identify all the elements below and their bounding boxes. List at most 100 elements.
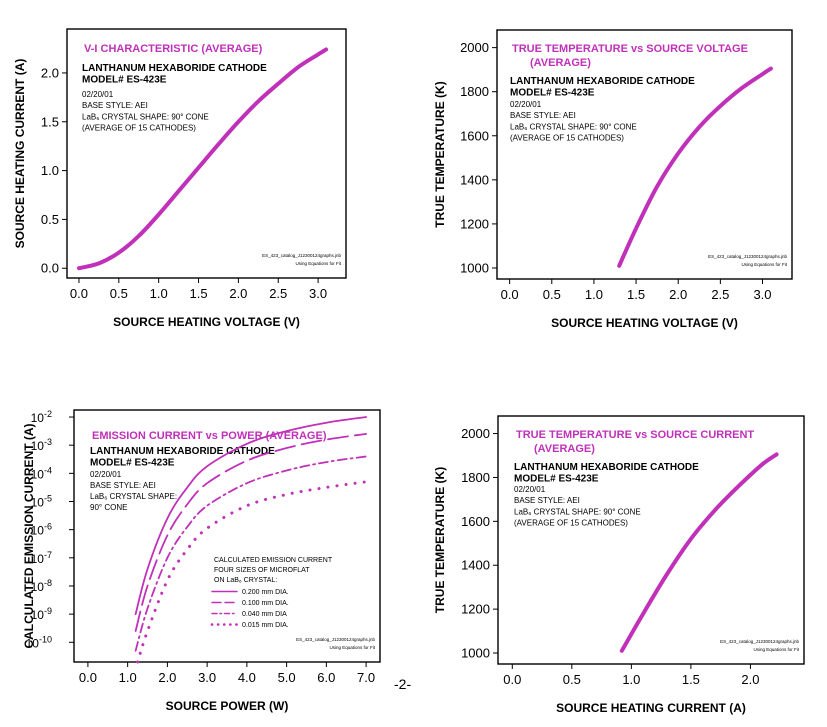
- x-tick-label: 6.0: [317, 670, 335, 685]
- x-tick-label: 1.0: [585, 287, 603, 302]
- plot-frame: [66, 28, 347, 279]
- x-tick-label: 3.0: [198, 670, 216, 685]
- chart-info-line: (AVERAGE OF 15 CATHODES): [514, 519, 628, 528]
- legend-header: ON LaB₆ CRYSTAL:: [214, 577, 277, 584]
- chart-subtitle: MODEL# ES-423E: [510, 88, 595, 99]
- x-tick-label: 1.5: [189, 286, 207, 301]
- series-line-1: [134, 416, 367, 615]
- y-tick-label: 1800: [461, 470, 490, 485]
- chart-subtitle: LANTHANUM HEXABORIDE CATHODE: [514, 462, 699, 473]
- x-axis-label: SOURCE POWER (W): [166, 699, 289, 713]
- page-number: -2-: [394, 676, 412, 692]
- chart-info-line: BASE STYLE: AEI: [514, 496, 580, 505]
- chart-info-line: 90° CONE: [90, 503, 127, 512]
- y-tick-label: 1000: [460, 260, 489, 275]
- vi-characteristic-chart: 0.0 0.5 1.0 1.5 2.0 2.5 3.0 0.0 0.5 1.0 1.5 2.0 SOUR…: [13, 28, 347, 329]
- chart-info-line: LaB₆ CRYSTAL SHAPE: 90° CONE: [510, 122, 637, 131]
- chart-footnote: ES_423_catalog_J12300124graphs.jnb: [720, 639, 799, 644]
- y-tick-label: 0.5: [41, 212, 59, 227]
- x-tick-label: 5.0: [278, 670, 296, 685]
- chart-title: EMISSION CURRENT vs POWER (AVERAGE): [92, 430, 327, 442]
- chart-info-line: 02/20/01: [82, 90, 114, 99]
- chart-info-line: BASE STYLE: AEI: [510, 111, 576, 120]
- x-tick-label: 0.5: [110, 286, 128, 301]
- chart-footnote: Using Equations for Fit: [741, 262, 787, 267]
- chart-footnote: Using Equations for Fit: [753, 647, 799, 652]
- y-tick-label: 0.0: [41, 261, 59, 276]
- chart-footnote: Using Equations for Fit: [329, 645, 375, 650]
- x-tick-label: 2.0: [229, 286, 247, 301]
- chart-title: TRUE TEMPERATURE vs SOURCE CURRENT: [516, 429, 754, 441]
- chart-subtitle: MODEL# ES-423E: [90, 458, 175, 469]
- y-tick-label: 1400: [460, 172, 489, 187]
- x-tick-label: 0.5: [543, 287, 561, 302]
- chart-title-line2: (AVERAGE): [534, 443, 595, 455]
- x-tick-label: 1.0: [150, 286, 168, 301]
- chart-info-line: LaB₆ CRYSTAL SHAPE:: [90, 492, 177, 501]
- x-axis-label: SOURCE HEATING CURRENT (A): [556, 701, 746, 715]
- chart-subtitle: MODEL# ES-423E: [82, 75, 167, 86]
- x-tick-label: 4.0: [238, 670, 256, 685]
- legend-entry: 0.040 mm DIA: [242, 611, 287, 618]
- y-tick-label: 2000: [460, 40, 489, 55]
- temperature-vs-current-chart: 0.0 0.5 1.0 1.5 2.0 1000 1200 1400 1600 1800 2000 S…: [433, 415, 805, 715]
- x-tick-label: 2.0: [158, 670, 176, 685]
- x-tick-label: 2.0: [741, 672, 759, 687]
- x-tick-label: 2.5: [711, 287, 729, 302]
- y-tick-label: 2.0: [41, 65, 59, 80]
- y-tick-label: 1.0: [41, 163, 59, 178]
- legend-header: CALCULATED EMISSION CURRENT: [214, 557, 333, 564]
- series-line-2: [134, 433, 367, 632]
- plot-frame: [73, 409, 381, 663]
- chart-info-line: (AVERAGE OF 15 CATHODES): [510, 134, 624, 143]
- chart-info-line: LaB₆ CRYSTAL SHAPE: 90° CONE: [514, 507, 641, 516]
- x-tick-label: 0.0: [79, 670, 97, 685]
- plot-frame: [496, 29, 793, 280]
- y-axis-label: TRUE TEMPERATURE (K): [433, 81, 447, 227]
- y-tick-label: 10-2: [31, 409, 52, 425]
- x-tick-label: 1.5: [682, 672, 700, 687]
- y-tick-label: 1200: [461, 602, 490, 617]
- x-tick-label: 2.0: [669, 287, 687, 302]
- chart-footnote: ES_423_catalog_J12300124graphs.jnb: [296, 637, 375, 642]
- chart-footnote: ES_423_catalog_J12300124graphs.jnb: [262, 253, 341, 258]
- x-tick-label: 3.0: [753, 287, 771, 302]
- chart-title: TRUE TEMPERATURE vs SOURCE VOLTAGE: [512, 43, 748, 55]
- series-line-1: [617, 66, 773, 268]
- plot-frame: [497, 415, 805, 665]
- series-line-1: [619, 452, 779, 653]
- x-tick-label: 1.5: [627, 287, 645, 302]
- y-tick-label: 1.5: [41, 114, 59, 129]
- legend-header: FOUR SIZES OF MICROFLAT: [214, 567, 310, 574]
- x-tick-label: 1.0: [622, 672, 640, 687]
- y-tick-label: 1400: [461, 558, 490, 573]
- x-tick-label: 1.0: [119, 670, 137, 685]
- temperature-vs-voltage-chart: 0.0 0.5 1.0 1.5 2.0 2.5 3.0 1000 1200 1400 1600 180…: [433, 29, 793, 330]
- legend-entry: 0.100 mm DIA.: [242, 600, 289, 607]
- chart-subtitle: LANTHANUM HEXABORIDE CATHODE: [510, 76, 695, 87]
- chart-title: V-I CHARACTERISTIC (AVERAGE): [84, 43, 263, 55]
- chart-info-line: (AVERAGE OF 15 CATHODES): [82, 124, 196, 133]
- y-tick-label: 2000: [461, 426, 490, 441]
- chart-info-line: LaB₆ CRYSTAL SHAPE: 90° CONE: [82, 112, 209, 121]
- chart-info-line: 02/20/01: [510, 100, 542, 109]
- chart-footnote: Using Equations for Fit: [295, 261, 341, 266]
- chart-subtitle: LANTHANUM HEXABORIDE CATHODE: [90, 446, 275, 457]
- chart-info-line: 02/20/01: [514, 485, 546, 494]
- chart-info-line: BASE STYLE: AEI: [82, 101, 148, 110]
- series-line-3: [134, 455, 367, 652]
- x-tick-label: 0.0: [503, 672, 521, 687]
- y-tick-label: 1600: [461, 514, 490, 529]
- y-tick-label: 1800: [460, 84, 489, 99]
- x-tick-label: 0.5: [563, 672, 581, 687]
- y-axis-label: TRUE TEMPERATURE (K): [433, 467, 447, 613]
- chart-footnote: ES_423_catalog_J12300124graphs.jnb: [708, 254, 787, 259]
- x-axis-label: SOURCE HEATING VOLTAGE (V): [113, 315, 300, 329]
- chart-info-line: BASE STYLE: AEI: [90, 481, 156, 490]
- x-tick-label: 3.0: [309, 286, 327, 301]
- y-tick-label: 1000: [461, 646, 490, 661]
- y-axis-label: SOURCE HEATING CURRENT (A): [13, 59, 27, 249]
- series-line-1: [77, 47, 329, 271]
- x-tick-label: 2.5: [269, 286, 287, 301]
